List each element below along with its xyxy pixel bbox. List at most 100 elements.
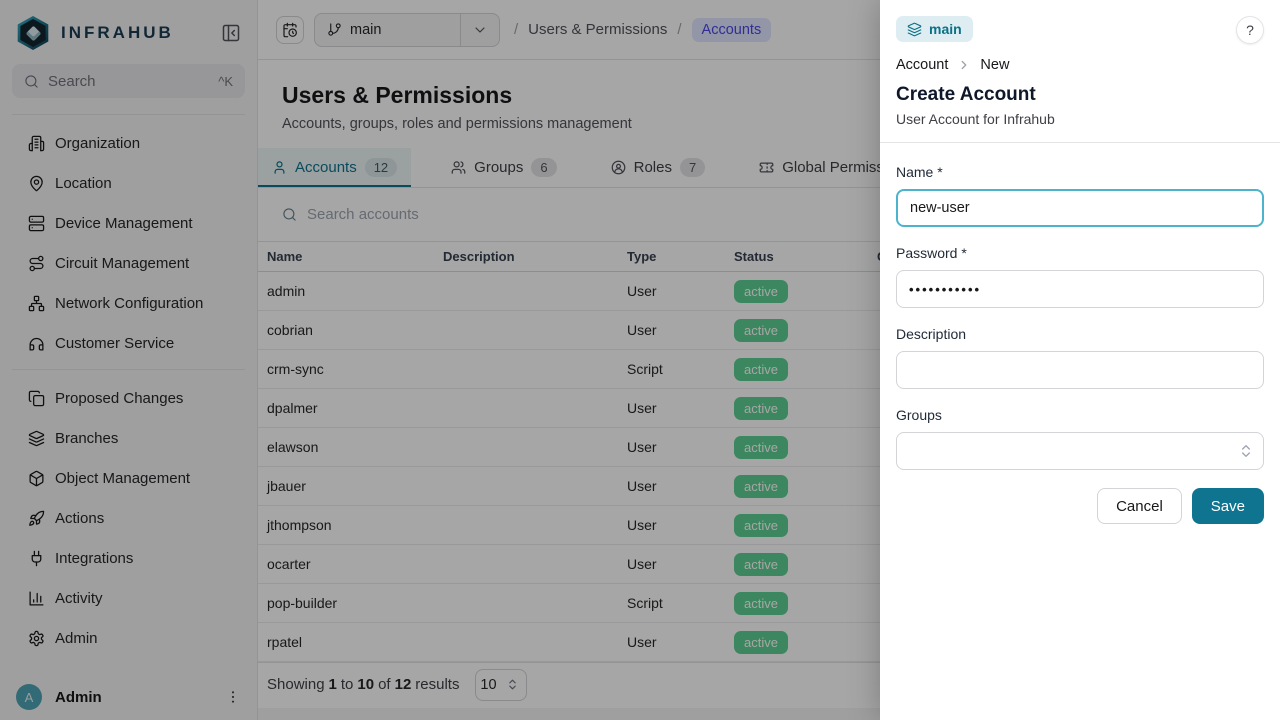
sidebar-search[interactable]: Search ^K xyxy=(12,64,245,98)
sidebar-item-label: Circuit Management xyxy=(55,254,190,272)
sidebar-item-integrations[interactable]: Integrations xyxy=(0,538,257,578)
calendar-clock-icon xyxy=(282,22,298,38)
name-label: Name * xyxy=(896,164,943,180)
account-name: dpalmer xyxy=(267,400,318,416)
help-button[interactable]: ? xyxy=(1236,16,1264,44)
status-badge: active xyxy=(734,630,788,654)
divider xyxy=(460,13,461,46)
panel-left-close-icon xyxy=(221,23,241,43)
map-pin-icon xyxy=(28,175,45,192)
account-name: jbauer xyxy=(267,478,306,494)
column-header-name[interactable]: Name xyxy=(267,249,303,264)
account-type: User xyxy=(627,283,657,299)
sidebar-item-activity[interactable]: Activity xyxy=(0,578,257,618)
search-icon xyxy=(282,207,297,222)
sidebar-item-label: Device Management xyxy=(55,214,193,232)
sidebar-item-label: Network Configuration xyxy=(55,294,204,312)
tab-roles[interactable]: Roles 7 xyxy=(597,148,720,187)
sidebar-item-device-management[interactable]: Device Management xyxy=(0,203,257,243)
kebab-menu-icon[interactable] xyxy=(223,687,243,707)
account-type: Script xyxy=(627,361,663,377)
drawer-breadcrumb-parent[interactable]: Account xyxy=(896,57,949,73)
table-row[interactable]: admin User active xyxy=(258,272,1280,311)
sidebar-item-actions[interactable]: Actions xyxy=(0,498,257,538)
chevrons-up-down-icon xyxy=(506,678,519,691)
search-shortcut: ^K xyxy=(218,73,233,89)
status-badge: active xyxy=(734,279,788,303)
tab-count-badge: 6 xyxy=(531,158,557,177)
sidebar-item-label: Branches xyxy=(55,429,119,447)
table-row[interactable]: ocarter User active xyxy=(258,545,1280,584)
time-travel-button[interactable] xyxy=(276,15,304,44)
table-row[interactable]: jthompson User active xyxy=(258,506,1280,545)
column-header-status[interactable]: Status xyxy=(734,249,774,264)
account-type: User xyxy=(627,322,657,338)
tab-groups[interactable]: Groups 6 xyxy=(437,148,570,187)
column-header-description[interactable]: Description xyxy=(443,249,515,264)
cancel-button[interactable]: Cancel xyxy=(1097,488,1182,524)
pagination-to: 10 xyxy=(357,676,375,693)
sidebar-item-network-configuration[interactable]: Network Configuration xyxy=(0,283,257,323)
description-input[interactable] xyxy=(896,351,1264,389)
breadcrumb-current[interactable]: Accounts xyxy=(691,17,772,42)
bar-chart-icon xyxy=(28,590,45,607)
accounts-search-input[interactable] xyxy=(307,206,707,223)
tab-accounts[interactable]: Accounts 12 xyxy=(258,148,412,187)
branch-selector[interactable]: main xyxy=(314,12,500,47)
sidebar-item-label: Activity xyxy=(55,589,103,607)
account-type: User xyxy=(627,634,657,650)
logo-row: INFRAHUB xyxy=(0,0,257,50)
table-row[interactable]: rpatel User active xyxy=(258,623,1280,662)
account-name: jthompson xyxy=(267,517,332,533)
drawer-breadcrumb-current: New xyxy=(980,57,1010,73)
password-label: Password * xyxy=(896,245,967,261)
account-type: User xyxy=(627,439,657,455)
breadcrumb-section[interactable]: Users & Permissions xyxy=(528,21,668,38)
sidebar-item-object-management[interactable]: Object Management xyxy=(0,458,257,498)
sidebar-item-circuit-management[interactable]: Circuit Management xyxy=(0,243,257,283)
avatar: A xyxy=(16,684,42,710)
sidebar-item-admin[interactable]: Admin xyxy=(0,618,257,658)
name-input[interactable] xyxy=(896,189,1264,227)
sidebar: INFRAHUB Search ^K Organization Location… xyxy=(0,0,258,720)
create-account-drawer: main ? Account New Create Account User A… xyxy=(880,0,1280,720)
circle-user-icon xyxy=(611,160,626,175)
tab-label: Accounts xyxy=(295,159,357,176)
sidebar-item-customer-service[interactable]: Customer Service xyxy=(0,323,257,363)
headphones-icon xyxy=(28,335,45,352)
table-row[interactable]: elawson User active xyxy=(258,428,1280,467)
sidebar-item-proposed-changes[interactable]: Proposed Changes xyxy=(0,378,257,418)
sidebar-item-location[interactable]: Location xyxy=(0,163,257,203)
column-header-type[interactable]: Type xyxy=(627,249,657,264)
branch-badge-label: main xyxy=(929,21,962,37)
page-size-value: 10 xyxy=(480,676,497,693)
drawer-actions: Cancel Save xyxy=(896,488,1264,524)
tab-count-badge: 7 xyxy=(679,158,706,177)
user-menu[interactable]: A Admin xyxy=(0,674,257,720)
table-row[interactable]: dpalmer User active xyxy=(258,389,1280,428)
account-name: cobrian xyxy=(267,322,313,338)
collapse-sidebar-button[interactable] xyxy=(219,21,243,45)
drawer-title: Create Account xyxy=(896,84,1036,105)
app-title: INFRAHUB xyxy=(61,23,174,42)
account-name: admin xyxy=(267,283,306,299)
pagination-text: to xyxy=(340,676,354,693)
save-button[interactable]: Save xyxy=(1191,488,1264,524)
chevron-down-icon xyxy=(461,14,499,46)
page-size-select[interactable]: 10 xyxy=(475,668,528,701)
password-input[interactable] xyxy=(896,270,1264,308)
groups-select[interactable] xyxy=(896,432,1264,470)
status-badge: active xyxy=(734,513,788,537)
table-row[interactable]: pop-builder Script active xyxy=(258,584,1280,623)
sidebar-item-label: Proposed Changes xyxy=(55,389,184,407)
sidebar-item-organization[interactable]: Organization xyxy=(0,123,257,163)
sidebar-item-branches[interactable]: Branches xyxy=(0,418,257,458)
network-icon xyxy=(28,295,45,312)
table-row[interactable]: jbauer User active xyxy=(258,467,1280,506)
description-field: Description xyxy=(896,326,1264,389)
account-name: pop-builder xyxy=(267,595,338,611)
table-row[interactable]: cobrian User active xyxy=(258,311,1280,350)
route-icon xyxy=(28,255,45,272)
table-row[interactable]: crm-sync Script active xyxy=(258,350,1280,389)
sidebar-item-label: Customer Service xyxy=(55,334,175,352)
